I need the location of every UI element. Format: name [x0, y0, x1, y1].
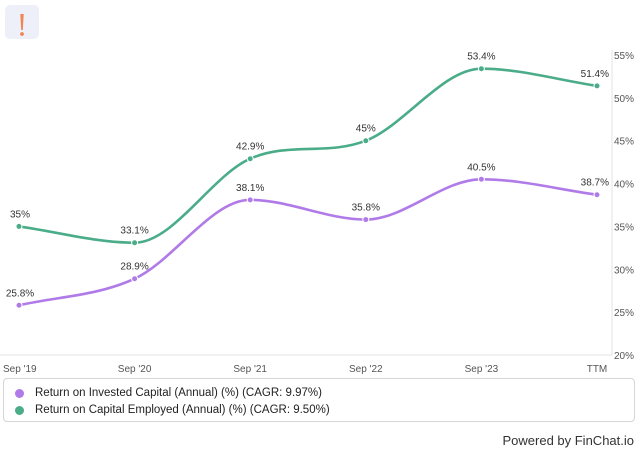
data-label: 40.5% — [467, 162, 495, 173]
data-label: 35% — [10, 209, 30, 220]
series-roce: 35% 33.1% 42.9% 45% 53.4% 51.4% — [10, 52, 609, 247]
legend-label-roic: Return on Invested Capital (Annual) (%) … — [35, 387, 322, 399]
data-label: 53.4% — [467, 52, 495, 63]
data-point[interactable] — [477, 65, 485, 73]
data-point[interactable] — [15, 301, 23, 309]
chart-legend: Return on Invested Capital (Annual) (%) … — [3, 378, 635, 422]
x-tick-label: Sep '23 — [465, 364, 499, 375]
x-tick-label: Sep '21 — [233, 364, 267, 375]
y-axis: 20% 25% 30% 35% 40% 45% 50% 55% — [614, 51, 634, 362]
app-logo — [5, 5, 39, 39]
y-tick-label: 30% — [614, 265, 634, 276]
data-point[interactable] — [246, 155, 254, 163]
y-tick-label: 35% — [614, 222, 634, 233]
data-point[interactable] — [131, 239, 139, 247]
axis-lines — [0, 50, 613, 356]
data-label: 33.1% — [120, 226, 148, 237]
legend-label-roce: Return on Capital Employed (Annual) (%) … — [35, 404, 330, 416]
y-tick-label: 55% — [614, 51, 634, 62]
data-point[interactable] — [246, 196, 254, 204]
data-label: 51.4% — [581, 69, 609, 80]
data-point[interactable] — [593, 82, 601, 90]
series-line-roce — [17, 67, 599, 245]
legend-item-roic[interactable]: Return on Invested Capital (Annual) (%) … — [15, 385, 322, 401]
data-point[interactable] — [593, 191, 601, 199]
legend-marker-roce — [15, 405, 24, 415]
data-point[interactable] — [15, 222, 23, 230]
data-label: 42.9% — [236, 142, 264, 153]
series-roic: 25.8% 28.9% 38.1% 35.8% 40.5% 38.7% — [6, 162, 609, 309]
data-point[interactable] — [362, 137, 370, 145]
y-tick-label: 40% — [614, 180, 634, 191]
data-label: 38.7% — [581, 178, 609, 189]
data-label: 35.8% — [352, 203, 380, 214]
data-point[interactable] — [362, 216, 370, 224]
legend-item-roce[interactable]: Return on Capital Employed (Annual) (%) … — [15, 402, 330, 418]
x-tick-label: TTM — [587, 364, 608, 375]
data-point[interactable] — [477, 175, 485, 183]
line-chart: 20%25%30%35%40%45%50%55% Sep '19 Sep '20 S… — [0, 50, 634, 375]
series-layer: 25.8% 28.9% 38.1% 35.8% 40.5% 38.7% 35% 33.1% 42… — [6, 52, 609, 309]
data-label: 45% — [356, 124, 376, 135]
x-tick-label: Sep '22 — [349, 364, 383, 375]
x-tick-label: Sep '19 — [3, 364, 37, 375]
y-tick-label: 20% — [614, 351, 634, 362]
powered-by-text[interactable]: Powered by FinChat.io — [502, 433, 634, 448]
y-tick-label: 25% — [614, 308, 634, 319]
data-label: 28.9% — [120, 262, 148, 273]
data-label: 38.1% — [236, 183, 264, 194]
series-line-roic — [17, 177, 599, 307]
y-tick-label: 50% — [614, 94, 634, 105]
x-axis: Sep '19 Sep '20 Sep '21 Sep '22 Sep '23 TTM — [3, 364, 607, 375]
data-point[interactable] — [131, 275, 139, 283]
data-label: 25.8% — [6, 288, 34, 299]
exclamation-icon — [20, 14, 24, 36]
y-tick-label: 45% — [614, 137, 634, 148]
x-tick-label: Sep '20 — [118, 364, 152, 375]
legend-marker-roic — [15, 388, 24, 398]
